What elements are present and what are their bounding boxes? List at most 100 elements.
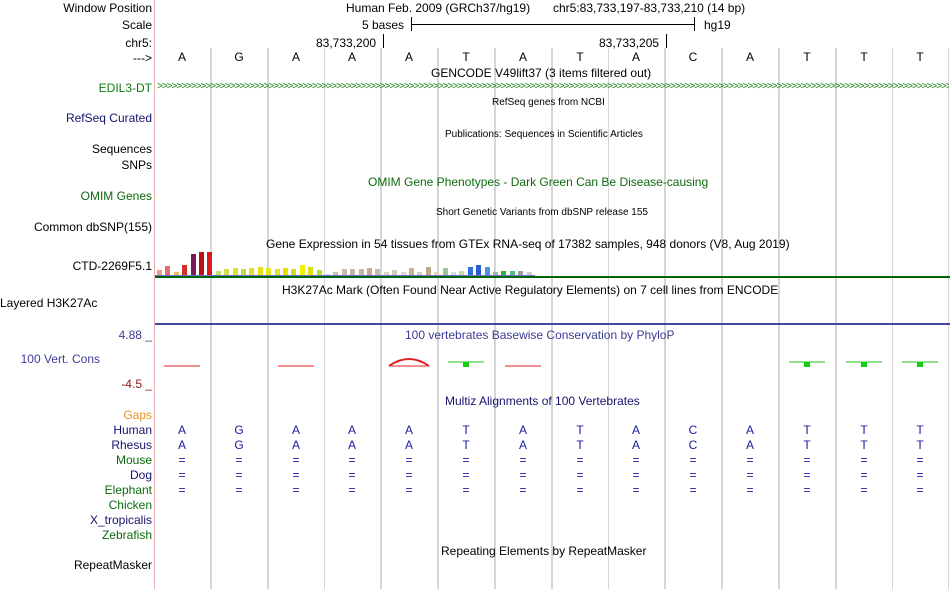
gtex-tissue-bar[interactable]	[417, 272, 423, 275]
alignment-base: T	[860, 423, 868, 437]
alignment-base: T	[916, 423, 924, 437]
snps-track-label[interactable]: SNPs	[121, 158, 152, 172]
grid-line	[608, 48, 609, 589]
gencode-gene-label[interactable]: EDIL3-DT	[98, 81, 152, 95]
gtex-expression-bars[interactable]	[155, 250, 535, 275]
gtex-tissue-bar[interactable]	[459, 271, 465, 275]
gtex-tissue-bar[interactable]	[501, 271, 507, 275]
species-label[interactable]: Human	[113, 423, 152, 437]
gtex-tissue-bar[interactable]	[358, 269, 364, 275]
gtex-tissue-bar[interactable]	[476, 265, 482, 275]
refseq-track-label[interactable]: RefSeq Curated	[65, 111, 152, 125]
gencode-track-title: GENCODE V49lift37 (3 items filtered out)	[431, 66, 652, 80]
grid-line	[494, 48, 495, 589]
gtex-tissue-bar[interactable]	[299, 265, 305, 275]
gtex-tissue-bar[interactable]	[232, 268, 238, 275]
gtex-tissue-bar[interactable]	[425, 267, 431, 275]
gtex-tissue-bar[interactable]	[484, 267, 490, 275]
gtex-tissue-bar[interactable]	[375, 269, 381, 275]
h3k27ac-bottom-line	[155, 323, 950, 325]
grid-line	[495, 48, 496, 589]
reference-base: A	[291, 50, 300, 64]
gtex-tissue-bar[interactable]	[199, 252, 204, 275]
alignment-base: C	[688, 423, 698, 437]
gtex-tissue-bar[interactable]	[241, 269, 246, 275]
gtex-tissue-bar[interactable]	[257, 267, 263, 275]
gencode-gene-body[interactable]: >>>>>>>>>>>>>>>>>>>>>>>>>>>>>>>>>>>>>>>>…	[157, 82, 949, 92]
species-label[interactable]: Zebrafish	[101, 528, 152, 542]
gtex-tissue-bar[interactable]	[291, 269, 297, 275]
gtex-tissue-bar[interactable]	[509, 271, 515, 275]
gtex-tissue-bar[interactable]	[434, 272, 440, 275]
gtex-tissue-bar[interactable]	[274, 269, 280, 275]
grid-line	[324, 48, 325, 589]
gtex-tissue-bar[interactable]	[383, 272, 389, 275]
alignment-base: =	[576, 453, 584, 467]
grid-line	[664, 48, 665, 589]
species-label[interactable]: Mouse	[115, 453, 152, 467]
grid-line	[551, 48, 552, 589]
gtex-tissue-bar[interactable]	[493, 272, 498, 275]
phylop-track-label[interactable]: 100 Vert. Cons	[20, 352, 100, 366]
gtex-tissue-bar[interactable]	[224, 269, 230, 275]
dbsnp-track-label[interactable]: Common dbSNP(155)	[33, 220, 152, 234]
gtex-tissue-bar[interactable]	[367, 268, 372, 275]
position-readout: chr5:83,733,197-83,733,210 (14 bp)	[553, 1, 746, 15]
reference-base: T	[576, 50, 584, 64]
grid-line	[721, 48, 722, 589]
alignment-base: T	[576, 423, 584, 437]
gtex-tissue-bar[interactable]	[308, 267, 314, 275]
gtex-tissue-bar[interactable]	[316, 270, 322, 275]
gtex-tissue-bar[interactable]	[325, 274, 330, 275]
gtex-tissue-bar[interactable]	[442, 268, 448, 275]
reference-base: A	[518, 50, 527, 64]
species-label[interactable]: Chicken	[108, 498, 152, 512]
h3k27ac-signal-line	[155, 276, 950, 278]
species-label[interactable]: Dog	[129, 468, 152, 482]
gtex-tissue-bar[interactable]	[409, 268, 414, 275]
alignment-base: T	[576, 438, 584, 452]
gtex-tissue-bar[interactable]	[392, 270, 398, 275]
gtex-tissue-bar[interactable]	[333, 272, 339, 275]
gtex-tissue-bar[interactable]	[215, 271, 221, 275]
grid-line	[892, 48, 893, 589]
grid-line	[381, 48, 382, 589]
gtex-tissue-bar[interactable]	[157, 270, 162, 275]
alignment-base: T	[462, 423, 470, 437]
grid-line	[722, 48, 723, 589]
alignment-base: =	[632, 483, 640, 497]
gtex-tissue-bar[interactable]	[266, 268, 272, 275]
gtex-tissue-bar[interactable]	[283, 268, 288, 275]
gtex-tissue-bar[interactable]	[173, 272, 179, 275]
phylop-track-title: 100 vertebrates Basewise Conservation by…	[405, 328, 675, 342]
coordinate-tick-1: 83,733,200	[316, 36, 377, 50]
phylop-min-label: -4.5 _	[121, 377, 152, 391]
gtex-tissue-bar[interactable]	[165, 266, 171, 275]
phylop-conservation-plot[interactable]	[155, 340, 950, 380]
publications-track-label[interactable]: Sequences	[91, 142, 152, 156]
omim-track-label[interactable]: OMIM Genes	[80, 189, 152, 203]
gtex-tissue-bar[interactable]	[518, 271, 524, 275]
species-label[interactable]: Elephant	[104, 483, 152, 497]
gtex-tissue-bar[interactable]	[400, 272, 406, 275]
gtex-tissue-bar[interactable]	[190, 254, 196, 275]
gtex-tissue-bar[interactable]	[249, 268, 255, 275]
gtex-tissue-bar[interactable]	[207, 252, 213, 275]
h3k27ac-track-label[interactable]: Layered H3K27Ac	[0, 296, 98, 310]
gtex-tissue-bar[interactable]	[526, 272, 532, 275]
species-label[interactable]: X_tropicalis	[89, 513, 152, 527]
alignment-base: =	[405, 468, 413, 482]
alignment-base: =	[405, 453, 413, 467]
assembly-db: hg19	[704, 18, 731, 32]
gtex-tissue-bar[interactable]	[467, 267, 473, 275]
repeatmasker-track-label[interactable]: RepeatMasker	[73, 558, 152, 572]
gtex-tissue-bar[interactable]	[182, 265, 188, 275]
alignment-base: T	[803, 438, 811, 452]
gtex-tissue-bar[interactable]	[451, 272, 456, 275]
gtex-tissue-bar[interactable]	[341, 269, 347, 275]
alignment-base: G	[234, 438, 244, 452]
species-label[interactable]: Rhesus	[111, 438, 152, 452]
gtex-tissue-bar[interactable]	[350, 269, 356, 275]
gtex-gene-label[interactable]: CTD-2269F5.1	[72, 259, 152, 273]
